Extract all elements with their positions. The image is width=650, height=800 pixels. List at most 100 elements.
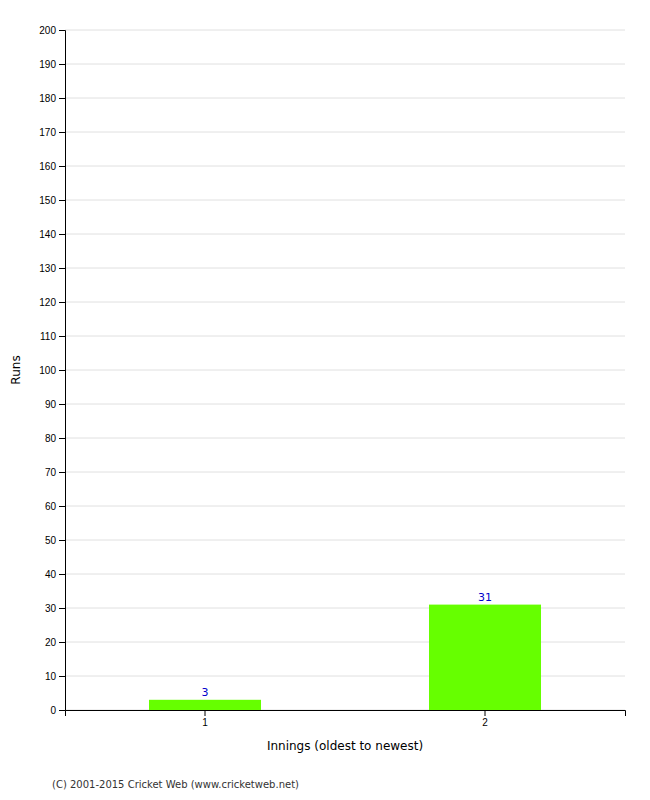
tick-label: 120 — [39, 297, 56, 308]
tick: 160 — [39, 161, 65, 172]
tick-label: 200 — [39, 25, 56, 36]
tick-mark — [59, 370, 65, 371]
tick-label: 1 — [202, 717, 208, 728]
tick-mark — [59, 30, 65, 31]
tick-mark — [59, 200, 65, 201]
grid-line — [65, 540, 625, 541]
grid-line — [65, 506, 625, 507]
grid-line — [65, 574, 625, 575]
grid-line — [65, 336, 625, 337]
tick: 50 — [45, 535, 65, 546]
tick-mark — [59, 302, 65, 303]
tick: 180 — [39, 93, 65, 104]
tick-mark — [59, 336, 65, 337]
tick-label: 50 — [45, 535, 57, 546]
tick: 10 — [45, 671, 65, 682]
tick: 80 — [45, 433, 65, 444]
tick: 140 — [39, 229, 65, 240]
tick-label: 80 — [45, 433, 57, 444]
y-axis: 0 10 20 30 40 50 60 70 80 90 100 110 120 130 140 150 160… — [39, 25, 65, 716]
grid-line — [65, 302, 625, 303]
tick-mark — [59, 268, 65, 269]
grid-line — [65, 268, 625, 269]
tick: 0 — [50, 705, 65, 716]
tick-label: 20 — [45, 637, 57, 648]
tick-mark — [59, 676, 65, 677]
tick: 100 — [39, 365, 65, 376]
tick-label: 190 — [39, 59, 56, 70]
chart: 3 31 0 10 20 30 40 50 60 70 80 90 100 110 120 130 140 150… — [0, 0, 650, 800]
tick: 2 — [482, 710, 488, 728]
tick-mark — [59, 98, 65, 99]
tick-label: 10 — [45, 671, 57, 682]
grid-line — [65, 370, 625, 371]
data-label: 31 — [478, 591, 492, 604]
tick: 60 — [45, 501, 65, 512]
tick-mark — [59, 132, 65, 133]
bar — [149, 700, 261, 710]
tick-mark — [59, 540, 65, 541]
tick-label: 0 — [50, 705, 56, 716]
tick: 190 — [39, 59, 65, 70]
grid-line — [65, 234, 625, 235]
tick-mark — [59, 710, 65, 711]
tick-mark — [485, 710, 486, 716]
tick: 130 — [39, 263, 65, 274]
tick-label: 70 — [45, 467, 57, 478]
bar — [429, 605, 541, 710]
tick: 90 — [45, 399, 65, 410]
footer: (C) 2001-2015 Cricket Web (www.cricketwe… — [52, 779, 299, 790]
tick: 20 — [45, 637, 65, 648]
tick-mark — [59, 438, 65, 439]
tick-label: 110 — [40, 331, 56, 342]
tick-label: 170 — [39, 127, 56, 138]
tick-label: 40 — [45, 569, 57, 580]
axis-line — [66, 711, 626, 717]
tick-mark — [59, 404, 65, 405]
tick-mark — [59, 642, 65, 643]
tick-mark — [59, 234, 65, 235]
tick-label: 140 — [39, 229, 56, 240]
grid-line — [65, 438, 625, 439]
tick-label: 60 — [45, 501, 57, 512]
y-axis-title: Runs — [9, 355, 23, 384]
tick: 120 — [39, 297, 65, 308]
tick-mark — [59, 574, 65, 575]
grid-line — [65, 30, 625, 31]
tick-mark — [59, 166, 65, 167]
tick-mark — [59, 472, 65, 473]
axis-line — [59, 31, 66, 711]
tick: 170 — [39, 127, 65, 138]
tick-mark — [59, 64, 65, 65]
bars — [149, 605, 541, 710]
x-axis-title: Innings (oldest to newest) — [267, 739, 423, 753]
tick-mark — [59, 608, 65, 609]
tick-label: 130 — [39, 263, 56, 274]
grid-line — [65, 166, 625, 167]
tick-label: 150 — [39, 195, 56, 206]
grid-line — [65, 200, 625, 201]
tick-label: 180 — [39, 93, 56, 104]
data-label: 3 — [202, 686, 209, 699]
tick: 70 — [45, 467, 65, 478]
data-labels: 3 31 — [202, 591, 493, 699]
tick: 110 — [40, 331, 65, 342]
grid-line — [65, 404, 625, 405]
plot: 3 31 0 10 20 30 40 50 60 70 80 90 100 110 120 130 140 150… — [9, 25, 626, 753]
tick-mark — [59, 506, 65, 507]
tick-label: 30 — [45, 603, 57, 614]
tick-label: 100 — [39, 365, 56, 376]
x-axis: 12 — [66, 710, 626, 728]
tick-label: 2 — [482, 717, 488, 728]
tick-label: 90 — [45, 399, 57, 410]
tick-mark — [205, 710, 206, 716]
tick-label: 160 — [39, 161, 56, 172]
grid-line — [65, 132, 625, 133]
tick: 1 — [202, 710, 208, 728]
grid-line — [65, 472, 625, 473]
grid — [65, 30, 625, 710]
tick: 30 — [45, 603, 65, 614]
tick: 200 — [39, 25, 65, 36]
grid-line — [65, 98, 625, 99]
tick: 40 — [45, 569, 65, 580]
